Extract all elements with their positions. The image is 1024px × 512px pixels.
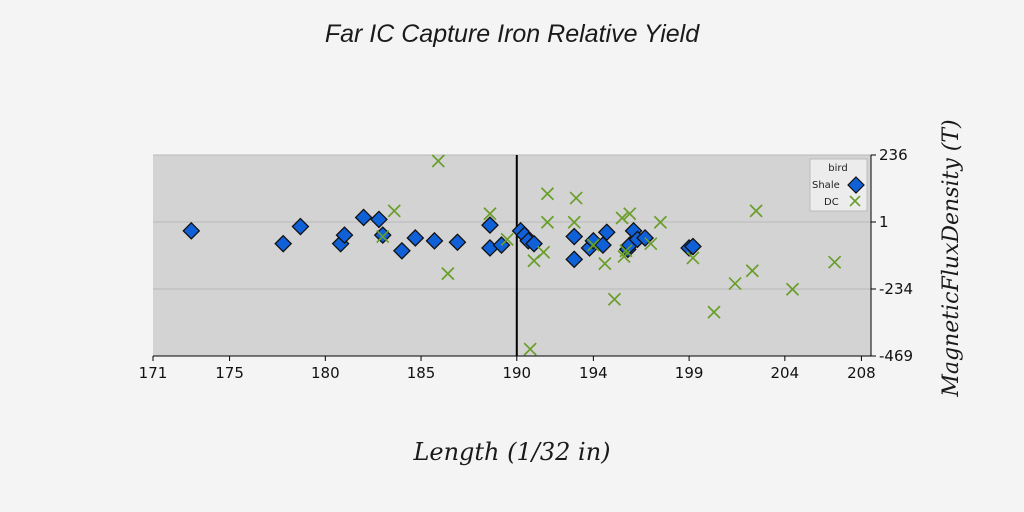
point-dc-11 bbox=[567, 215, 581, 229]
point-dc-0 bbox=[376, 229, 390, 244]
x-tick-label-7: 204 bbox=[771, 364, 800, 382]
legend-marker-shale bbox=[847, 176, 865, 194]
point-shale-10 bbox=[425, 231, 444, 250]
point-dc-21 bbox=[653, 215, 667, 229]
point-shale-19 bbox=[565, 227, 584, 246]
point-shale-4 bbox=[335, 226, 354, 245]
point-dc-16 bbox=[615, 211, 629, 225]
legend-title: bird bbox=[828, 163, 847, 174]
y-axis-label: MagneticFluxDensity (T) bbox=[939, 119, 964, 397]
legend-label-shale: Shale bbox=[812, 180, 840, 191]
point-shale-1 bbox=[274, 234, 293, 253]
x-tick-label-8: 208 bbox=[847, 364, 876, 382]
point-dc-26 bbox=[749, 204, 763, 218]
point-shale-9 bbox=[406, 229, 425, 247]
legend-marker-dc bbox=[849, 195, 861, 207]
point-dc-20 bbox=[644, 237, 658, 251]
point-dc-22 bbox=[686, 251, 700, 265]
legend-label-dc: DC bbox=[824, 197, 839, 208]
point-shale-23 bbox=[594, 236, 612, 255]
point-dc-18 bbox=[619, 244, 633, 258]
point-dc-25 bbox=[745, 264, 759, 278]
point-shale-24 bbox=[597, 223, 616, 242]
x-tick-label-6: 199 bbox=[675, 364, 704, 382]
point-dc-13 bbox=[586, 238, 600, 252]
point-dc-3 bbox=[441, 267, 455, 281]
point-shale-11 bbox=[448, 233, 467, 252]
point-dc-1 bbox=[387, 204, 401, 218]
x-axis-ticks: 171 175 180 185 190 194 199 204 208 bbox=[139, 356, 876, 382]
point-dc-24 bbox=[728, 276, 742, 291]
point-shale-6 bbox=[370, 210, 388, 229]
x-tick-label-2: 180 bbox=[311, 364, 340, 382]
x-tick-label-0: 171 bbox=[139, 364, 168, 382]
x-tick-label-1: 175 bbox=[215, 364, 244, 382]
point-dc-15 bbox=[607, 292, 622, 306]
y-tick-label-1: 1 bbox=[879, 213, 889, 231]
y-tick-label-0: 236 bbox=[879, 146, 908, 164]
point-dc-8 bbox=[536, 245, 551, 259]
point-dc-6 bbox=[523, 342, 537, 356]
x-tick-label-5: 194 bbox=[579, 364, 608, 382]
x-tick-label-4: 190 bbox=[502, 364, 531, 382]
point-shale-2 bbox=[291, 217, 310, 236]
x-tick-label-3: 185 bbox=[407, 364, 436, 382]
legend: bird Shale DC bbox=[809, 158, 868, 212]
point-dc-27 bbox=[785, 282, 800, 296]
point-dc-9 bbox=[540, 187, 555, 201]
series-dc bbox=[376, 154, 842, 356]
point-dc-12 bbox=[569, 191, 583, 205]
point-shale-7 bbox=[373, 226, 392, 245]
point-shale-8 bbox=[392, 241, 411, 260]
point-dc-2 bbox=[431, 154, 445, 168]
point-dc-5 bbox=[500, 232, 514, 246]
y-tick-label-3: -469 bbox=[879, 347, 913, 365]
point-shale-12 bbox=[481, 216, 499, 235]
series-shale bbox=[182, 208, 702, 269]
y-tick-label-2: -234 bbox=[879, 280, 913, 298]
point-dc-28 bbox=[828, 255, 842, 269]
x-axis-label: Length (1/32 in) bbox=[412, 438, 610, 466]
point-dc-19 bbox=[623, 207, 637, 221]
point-dc-10 bbox=[540, 215, 555, 229]
point-shale-0 bbox=[182, 221, 201, 240]
y-axis-ticks: 236 1 -234 -469 bbox=[871, 146, 913, 365]
chart-title: Far IC Capture Iron Relative Yield bbox=[325, 20, 700, 48]
point-dc-4 bbox=[483, 207, 497, 221]
point-shale-5 bbox=[354, 208, 373, 227]
point-shale-31 bbox=[684, 237, 702, 256]
point-dc-23 bbox=[707, 305, 721, 319]
data-marks bbox=[182, 154, 842, 356]
point-shale-20 bbox=[565, 250, 584, 269]
point-dc-14 bbox=[598, 257, 612, 271]
plot-area bbox=[153, 155, 871, 356]
